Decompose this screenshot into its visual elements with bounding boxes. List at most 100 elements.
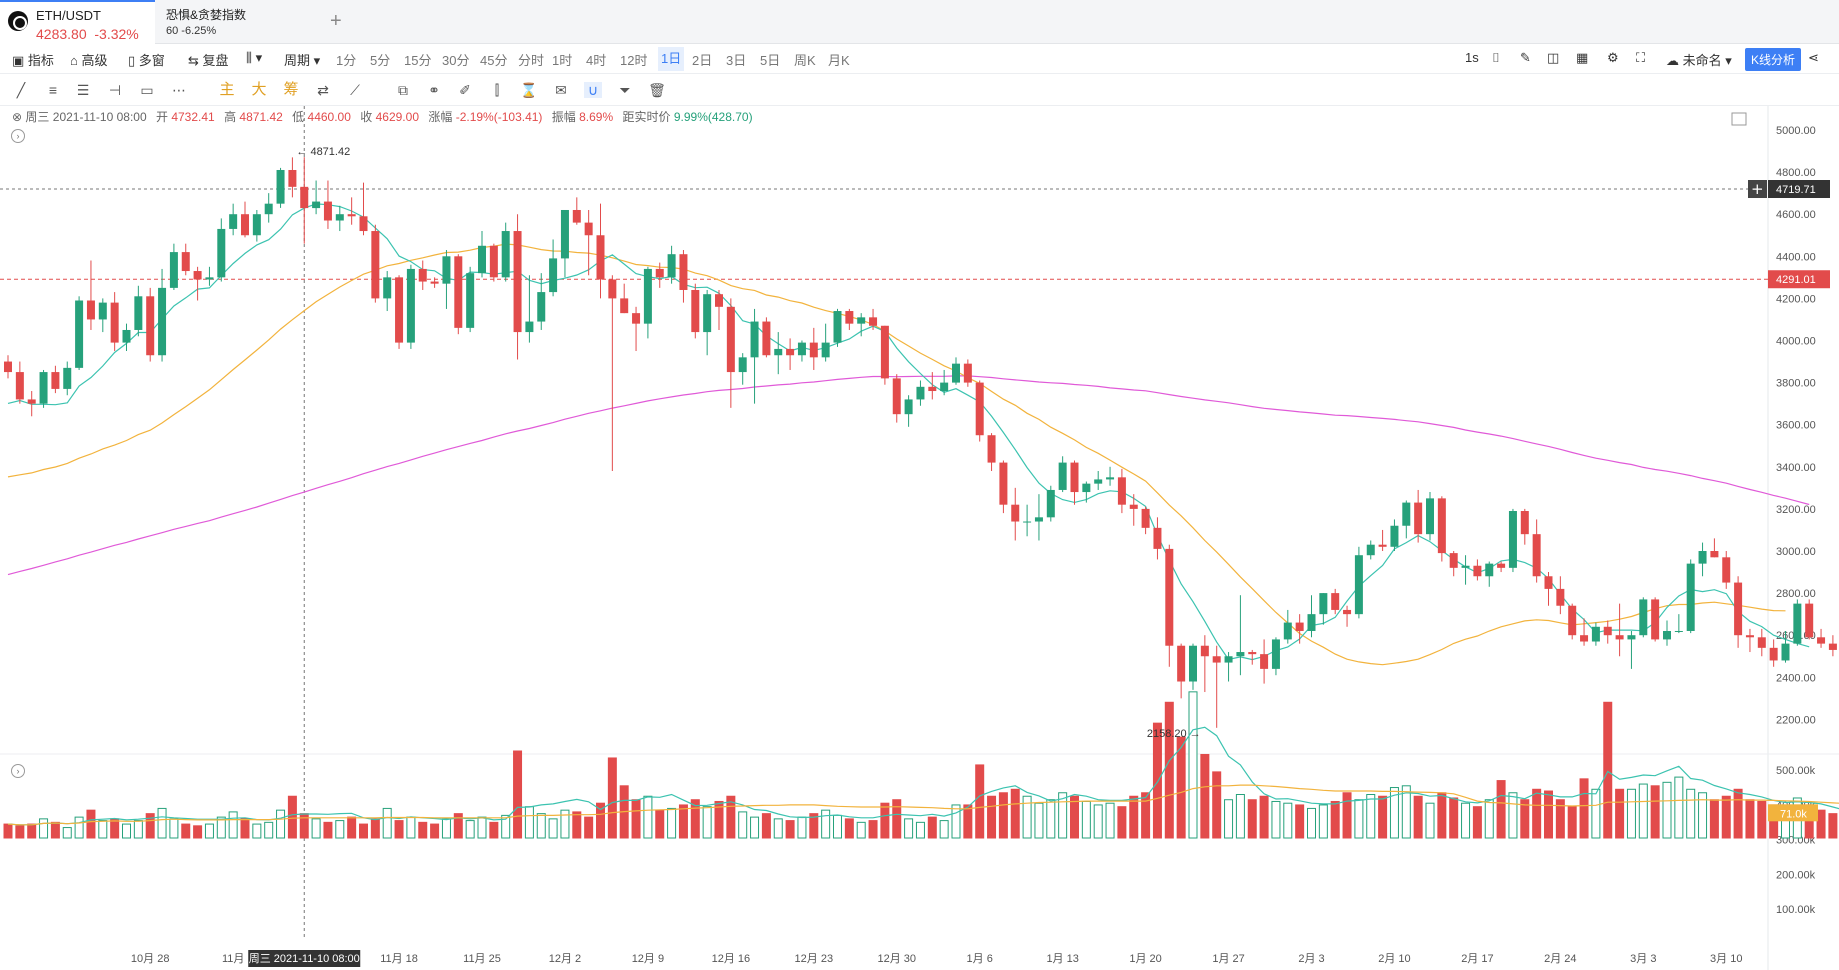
share-icon[interactable]: ⋖ (1808, 50, 1819, 65)
volume-bar (738, 811, 748, 839)
x-axis-label: 11月 (222, 953, 244, 965)
fib-tool-icon[interactable]: ☰ (76, 82, 90, 98)
volume-bar (572, 811, 582, 839)
candle-body (1011, 504, 1020, 522)
measure-icon[interactable]: ⟋ (350, 82, 360, 98)
volume-bar (1650, 785, 1660, 839)
candle-body (323, 201, 332, 221)
period-option[interactable]: 15分 (404, 53, 432, 68)
replace-icon[interactable]: ⇄ (317, 82, 329, 98)
timer-icon[interactable]: ⌛ (520, 82, 538, 98)
candle-body (312, 201, 321, 209)
brush-icon[interactable]: ✐ (459, 82, 471, 98)
interval-label[interactable]: 1s (1465, 50, 1479, 65)
trendline-tool-icon[interactable]: ╱ (16, 82, 26, 98)
period-option[interactable]: 1分 (336, 53, 357, 68)
chip-distribution-button[interactable]: 筹 (283, 81, 299, 98)
period-option[interactable]: 12时 (620, 53, 648, 68)
indicator-button[interactable]: ▣ 指标 (12, 53, 54, 68)
candle-body (1663, 630, 1671, 640)
filter-icon[interactable]: ⏷ (619, 82, 631, 98)
legend-weekday: 周三 (25, 110, 50, 124)
amp-value: 8.69% (579, 110, 614, 124)
volume-bar (1034, 802, 1044, 839)
period-option[interactable]: 分时 (518, 53, 545, 68)
settings-icon[interactable]: ⚙ (1607, 50, 1619, 65)
period-option[interactable]: 5日 (760, 53, 781, 68)
period-option[interactable]: 月K (828, 53, 850, 68)
pane-maximize-icon[interactable] (1731, 112, 1747, 126)
replay-button[interactable]: ⇆ 复盘 (188, 53, 229, 68)
collapse-icon[interactable]: ⊗ (12, 110, 23, 124)
period-option[interactable]: 1时 (552, 53, 573, 68)
fullscreen-icon[interactable]: ⛶ (1636, 50, 1646, 65)
candle-body (1343, 609, 1352, 615)
add-alert-button[interactable] (1748, 180, 1767, 199)
parallel-channel-icon[interactable]: ≡ (48, 82, 58, 98)
volume-bar (1484, 799, 1494, 839)
candle-body (110, 302, 119, 343)
candles-icon[interactable]: ⫿ (494, 82, 500, 98)
candle-body (1568, 605, 1577, 636)
candle-body (904, 399, 913, 415)
candle-body (1449, 553, 1458, 568)
candle-body (466, 273, 475, 328)
candle-body (999, 462, 1008, 505)
price-tick-label: 3000.00 (1776, 546, 1816, 558)
horizontal-line-icon[interactable]: ⊣ (108, 82, 122, 98)
volume-bar (809, 813, 819, 839)
candle-body (1165, 548, 1174, 646)
volume-bar (501, 814, 511, 839)
layout-icon[interactable]: ▦ (1576, 50, 1589, 65)
tab-eth-usdt[interactable]: ETH/USDT 4283.80 -3.32% (0, 0, 155, 44)
camera-icon[interactable]: ⌷ (1492, 50, 1500, 65)
x-axis-label: 1月 13 (1046, 953, 1078, 965)
multiwindow-button[interactable]: ▯ 多窗 (128, 53, 165, 68)
volume-bar (987, 795, 997, 839)
candle-body (1615, 635, 1624, 640)
volume-bar (430, 823, 440, 839)
cloud-layout-dropdown[interactable]: ☁ 未命名 ▾ (1666, 53, 1732, 68)
volume-bar (1745, 799, 1755, 839)
period-option[interactable]: 4时 (586, 53, 607, 68)
candle-body (406, 268, 415, 343)
volume-pane-toggle-icon[interactable]: › (11, 764, 25, 778)
pen-icon[interactable]: ✎ (1520, 50, 1531, 65)
note-icon[interactable]: ✉ (555, 82, 567, 98)
main-force-button[interactable]: 主 (219, 81, 235, 98)
period-option[interactable]: 45分 (480, 53, 508, 68)
chat-icon[interactable]: ◫ (1547, 50, 1560, 65)
period-option[interactable]: 5分 (370, 53, 391, 68)
period-option[interactable]: 30分 (442, 53, 470, 68)
period-option[interactable]: 1日 (658, 47, 685, 71)
volume-bar (1686, 788, 1696, 839)
more-tools-icon[interactable]: ⋯ (172, 82, 186, 98)
volume-bar (1461, 802, 1471, 839)
candle-body (869, 317, 878, 326)
volume-bar (1307, 807, 1316, 839)
magnet-icon[interactable]: ∪ (584, 82, 602, 98)
kline-analysis-button[interactable]: K线分析 (1745, 48, 1802, 71)
link-icon[interactable]: ⚭ (428, 82, 440, 98)
price-chart[interactable]: 5000.00 4800.00 4600.00 4400.00 4200.00 4000.… (0, 106, 1839, 970)
volume-bar (86, 809, 96, 839)
x-axis-label: 1月 6 (967, 953, 993, 965)
candle-body (1200, 645, 1209, 657)
candle-type-icon[interactable]: ⫼ ▾ (246, 50, 263, 65)
rectangle-tool-icon[interactable]: ▭ (140, 82, 154, 98)
period-option[interactable]: 2日 (692, 53, 713, 68)
volume-bar (1437, 792, 1447, 839)
trash-icon[interactable]: 🗑 (648, 82, 666, 98)
period-option[interactable]: 3日 (726, 53, 747, 68)
period-option[interactable]: 周K (794, 53, 816, 68)
big-order-button[interactable]: 大 (251, 81, 267, 98)
expand-indicators-icon[interactable]: › (11, 129, 25, 143)
candle-body (880, 325, 889, 379)
add-tab-icon[interactable]: + (330, 10, 342, 32)
copy-icon[interactable]: ⧉ (398, 82, 408, 98)
period-dropdown[interactable]: 周期 ▾ (284, 53, 321, 68)
advanced-button[interactable]: ⌂ 高级 (70, 53, 108, 68)
volume-bar (1164, 701, 1174, 839)
candle-body (1117, 477, 1126, 505)
tab-fear-greed[interactable]: 恐惧&贪婪指数 60 -6.25% (160, 0, 330, 44)
